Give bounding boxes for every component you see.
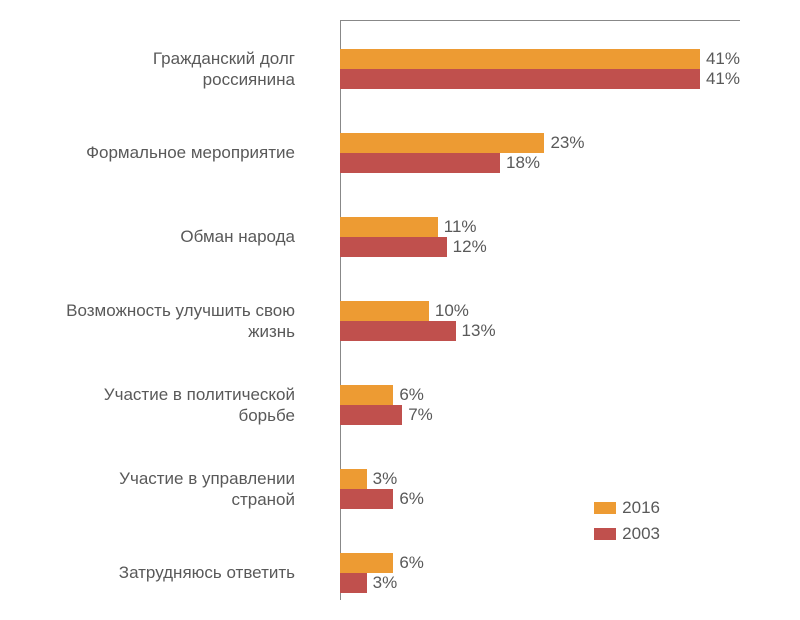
bar-v2016 [340, 49, 700, 69]
category-group: Участие в политической борьбе6%7% [20, 366, 740, 444]
bar-value: 13% [462, 321, 496, 341]
bar-v2016 [340, 301, 429, 321]
bar-v2003 [340, 69, 700, 89]
bar-v2003 [340, 153, 500, 173]
bar-value: 7% [408, 405, 433, 425]
bar-pair: 10%13% [340, 282, 740, 360]
bar-row: 23% [340, 133, 740, 153]
bar-row: 3% [340, 469, 740, 489]
bar-row: 6% [340, 385, 740, 405]
bar-value: 12% [453, 237, 487, 257]
bar-value: 11% [444, 217, 477, 237]
bar-row: 41% [340, 69, 740, 89]
category-group: Затрудняюсь ответить6%3% [20, 534, 740, 612]
category-label: Гражданский долг россиянина [0, 30, 295, 108]
bar-value: 10% [435, 301, 469, 321]
bar-row: 13% [340, 321, 740, 341]
bar-value: 3% [373, 573, 398, 593]
legend-swatch [594, 528, 616, 540]
bar-v2003 [340, 321, 456, 341]
bar-row: 41% [340, 49, 740, 69]
bar-value: 6% [399, 489, 424, 509]
bar-v2003 [340, 405, 402, 425]
legend-item: 2003 [594, 524, 660, 544]
bar-value: 23% [550, 133, 584, 153]
bar-pair: 23% 18% [340, 114, 740, 192]
legend: 2016 2003 [594, 498, 660, 544]
bar-row: 6% [340, 553, 740, 573]
bar-row: 11% [340, 217, 740, 237]
category-label: Участие в политической борьбе [0, 366, 295, 444]
bar-row: 18% [340, 153, 740, 173]
bar-row: 7% [340, 405, 740, 425]
legend-item: 2016 [594, 498, 660, 518]
bar-v2003 [340, 237, 447, 257]
category-label: Формальное мероприятие [0, 114, 295, 192]
category-label: Обман народа [0, 198, 295, 276]
category-label: Участие в управлении страной [0, 450, 295, 528]
category-group: Формальное мероприятие23%18% [20, 114, 740, 192]
legend-label: 2003 [622, 524, 660, 544]
category-group: Гражданский долг россиянина41%41% [20, 30, 740, 108]
bar-row: 3% [340, 573, 740, 593]
bar-pair: 3%6% [340, 450, 740, 528]
bar-v2016 [340, 133, 544, 153]
chart-container: Гражданский долг россиянина41%41%Формаль… [20, 20, 780, 600]
bar-value: 6% [399, 553, 424, 573]
bar-row: 10% [340, 301, 740, 321]
bar-v2003 [340, 573, 367, 593]
bar-value: 41% [706, 49, 740, 69]
bar-value: 6% [399, 385, 424, 405]
bar-pair: 6%3% [340, 534, 740, 612]
legend-swatch [594, 502, 616, 514]
category-label: Возможность улучшить свою жизнь [0, 282, 295, 360]
bar-v2016 [340, 469, 367, 489]
legend-label: 2016 [622, 498, 660, 518]
bar-value: 41% [706, 69, 740, 89]
bar-value: 18% [506, 153, 540, 173]
bar-v2016 [340, 385, 393, 405]
bar-v2003 [340, 489, 393, 509]
bar-pair: 41%41% [340, 30, 740, 108]
bar-row: 12% [340, 237, 740, 257]
category-group: Обман народа11%12% [20, 198, 740, 276]
bar-pair: 11%12% [340, 198, 740, 276]
bar-v2016 [340, 217, 438, 237]
bar-v2016 [340, 553, 393, 573]
bar-value: 3% [373, 469, 398, 489]
bar-pair: 6%7% [340, 366, 740, 444]
bar-row: 6% [340, 489, 740, 509]
category-group: Возможность улучшить свою жизнь10%13% [20, 282, 740, 360]
category-label: Затрудняюсь ответить [0, 534, 295, 612]
